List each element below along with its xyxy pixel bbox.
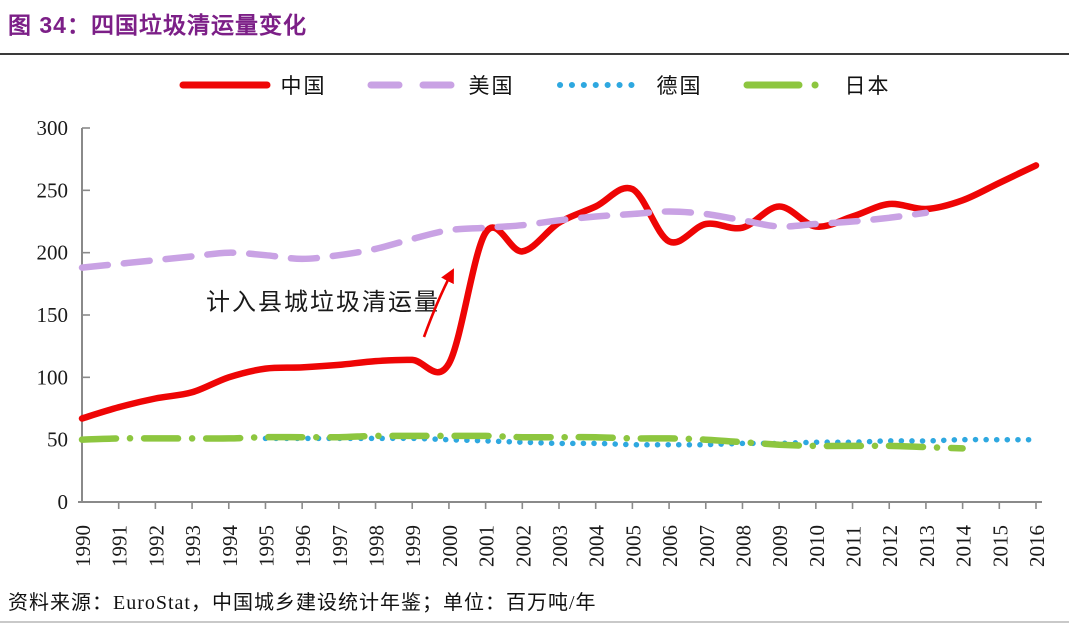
x-tick-label: 2014 [952,525,976,568]
annotation-arrow-icon [422,268,454,338]
x-tick-label: 2000 [438,525,462,567]
x-tick-label: 2010 [805,525,829,567]
x-tick-label: 1992 [144,525,168,567]
x-tick-label: 2001 [475,525,499,567]
y-tick-label: 250 [37,178,69,202]
x-tick-label: 2009 [768,525,792,567]
x-tick-label: 2012 [878,525,902,567]
x-axis-ticks: 1990 1991 1992 1993 1994 1995 1996 1997 1998 1999… [71,502,1049,567]
x-tick-label: 2007 [695,525,719,567]
usa-series-line [78,208,930,271]
x-tick-label: 1995 [254,525,278,567]
x-tick-label: 2002 [511,525,535,567]
x-tick-label: 1998 [365,525,389,567]
figure-name: 四国垃圾清运量变化 [90,12,307,38]
y-tick-label: 0 [58,490,69,514]
annotation-label: 计入县城垃圾清运量 [206,289,440,316]
y-tick-label: 50 [47,428,68,452]
legend-label-china: 中国 [280,74,327,98]
x-tick-label: 2003 [548,525,572,567]
y-tick-label: 150 [37,303,69,327]
bottom-divider [0,621,1069,623]
legend-item-china: 中国 [179,70,327,100]
x-tick-label: 1996 [291,525,315,567]
x-tick-label: 2015 [988,525,1012,567]
japan-series-line [78,432,966,452]
x-tick-label: 1994 [218,525,242,568]
x-tick-label: 1997 [328,525,352,567]
usa-dashed-line-swatch-icon [367,81,458,89]
figure-header: 图 34：四国垃圾清运量变化 [8,6,307,40]
x-tick-label: 2006 [658,525,682,567]
x-tick-label: 2013 [915,525,939,567]
legend-label-japan: 日本 [844,74,891,98]
y-tick-label: 100 [37,365,69,389]
x-tick-label: 2008 [731,525,755,567]
legend-label-germany: 德国 [656,74,703,98]
x-tick-label: 2004 [585,525,609,568]
title-divider [0,53,1069,55]
legend-label-usa: 美国 [468,74,515,98]
legend-item-japan: 日本 [743,70,891,100]
x-tick-label: 2016 [1025,525,1049,567]
chart-legend: 中国 美国 德国 日本 [0,70,1069,100]
x-tick-label: 1999 [401,525,425,567]
x-tick-label: 2011 [842,526,866,567]
y-tick-label: 200 [37,241,69,265]
x-tick-label: 1990 [71,525,95,567]
china-line-swatch-icon [179,81,270,89]
source-note: 资料来源：EuroStat，中国城乡建设统计年鉴；单位：百万吨/年 [8,592,597,614]
y-axis-ticks: 0 50 100 150 200 250 300 [37,116,90,514]
figure-title: 图 34：四国垃圾清运量变化 [8,6,307,40]
y-tick-label: 300 [37,116,69,140]
figure-label: 图 34： [8,12,91,38]
germany-dotted-line-swatch-icon [556,82,646,88]
japan-dashdot-line-swatch-icon [743,81,835,89]
x-tick-label: 1993 [181,525,205,567]
x-tick-label: 1991 [108,525,132,567]
china-series-line [78,162,1040,422]
legend-item-germany: 德国 [555,70,703,100]
x-tick-label: 2005 [621,525,645,567]
legend-item-usa: 美国 [367,70,515,100]
